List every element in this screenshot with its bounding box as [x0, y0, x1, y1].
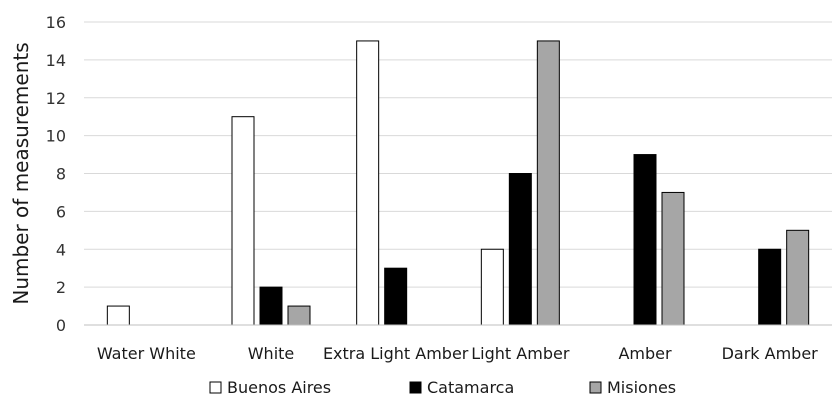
legend-swatch-misiones: [589, 381, 602, 394]
bar-dark-amber-misiones: [786, 229, 810, 326]
legend-label-misiones: Misiones: [607, 378, 676, 397]
y-tick-label: 14: [46, 51, 66, 70]
legend-label-buenos-aires: Buenos Aires: [227, 378, 331, 397]
bar-amber-catamarca: [633, 154, 657, 326]
legend-swatch-catamarca: [409, 381, 422, 394]
x-category-label: Water White: [97, 344, 196, 363]
bar-white-misiones: [287, 305, 311, 326]
bar-light-amber-misiones: [536, 40, 560, 326]
legend-swatch-buenos-aires: [209, 381, 222, 394]
x-category-label: Light Amber: [471, 344, 570, 363]
bar-extra-light-amber-buenos-aires: [356, 40, 380, 326]
bar-white-catamarca: [259, 286, 283, 326]
y-tick-label: 16: [46, 13, 66, 32]
bar-extra-light-amber-catamarca: [384, 267, 408, 326]
x-category-label: Extra Light Amber: [323, 344, 469, 363]
y-tick-label: 2: [56, 278, 66, 297]
y-tick-label: 10: [46, 127, 66, 146]
y-tick-label: 0: [56, 316, 66, 335]
gridlines: [84, 21, 832, 288]
bar-amber-misiones: [661, 191, 685, 326]
x-category-label: Dark Amber: [722, 344, 819, 363]
x-category-label: Amber: [618, 344, 672, 363]
y-tick-label: 4: [56, 240, 66, 259]
x-category-label: White: [248, 344, 295, 363]
bar-light-amber-buenos-aires: [480, 248, 504, 326]
legend: Buenos Aires Catamarca Misiones: [209, 378, 676, 397]
x-axis-categories: Water White White Extra Light Amber Light A…: [97, 344, 818, 363]
y-axis-ticks: 0 2 4 6 8 10 12 14 16: [46, 13, 66, 335]
y-axis-label: Number of measurements: [9, 42, 33, 304]
bar-light-amber-catamarca: [508, 173, 532, 326]
bars: [106, 40, 810, 326]
y-tick-label: 8: [56, 165, 66, 184]
y-tick-label: 6: [56, 202, 66, 221]
bar-white-buenos-aires: [231, 116, 255, 326]
legend-label-catamarca: Catamarca: [427, 378, 514, 397]
bar-water-white-buenos-aires: [106, 305, 130, 326]
y-tick-label: 12: [46, 89, 66, 108]
bar-dark-amber-catamarca: [758, 248, 782, 326]
